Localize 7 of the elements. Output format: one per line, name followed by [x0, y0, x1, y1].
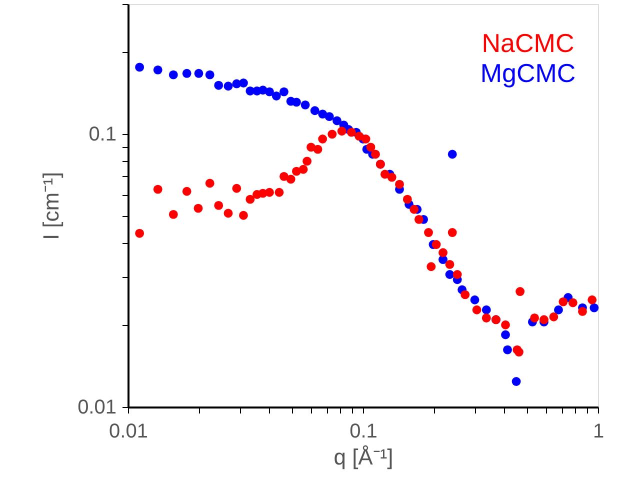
text: NaCMC	[482, 28, 574, 58]
x-tick-label: 0.1	[350, 420, 378, 442]
text: MgCMC	[480, 58, 576, 88]
x-axis-title: q [Å⁻¹]	[334, 444, 394, 470]
x-tick-label: 1	[592, 420, 604, 442]
y-axis-title: I [cm⁻¹]	[38, 172, 64, 240]
x-tick-label: 0.01	[109, 420, 148, 442]
